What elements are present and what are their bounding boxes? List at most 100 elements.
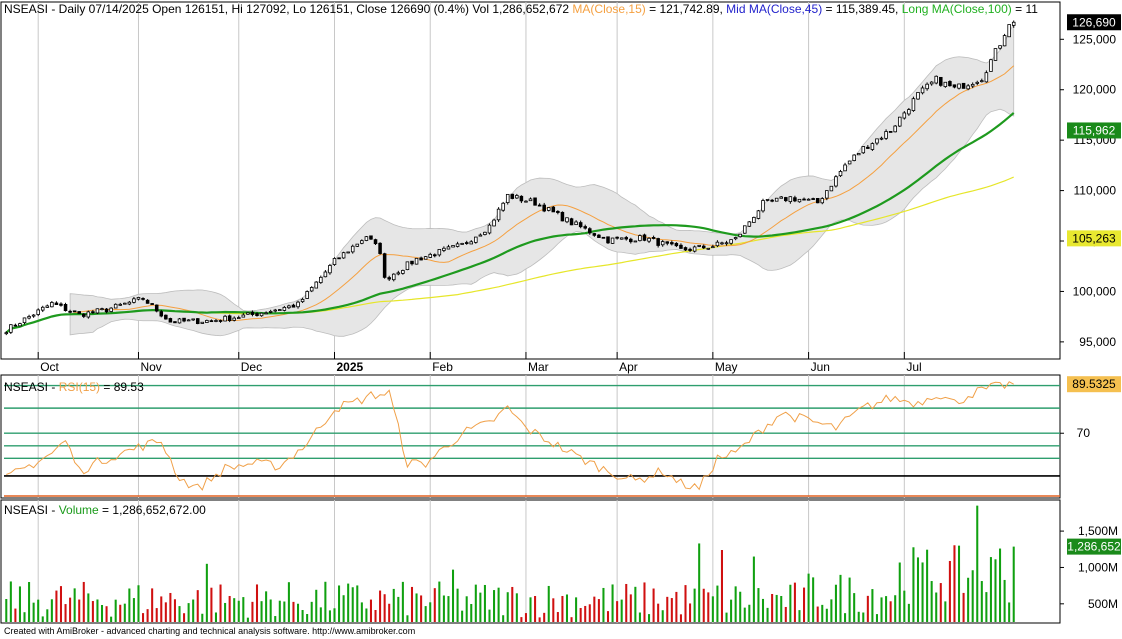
last-close-badge: 126,690 [1072,15,1116,29]
candle [761,198,765,213]
volume-bar [201,613,204,622]
volume-bar [451,569,455,622]
candle [396,270,401,276]
candle [1011,20,1016,28]
candle [720,241,724,245]
volume-bar [985,592,988,622]
volume-bar [739,591,742,622]
price-axis-tick-label: 100,000 [1073,284,1117,298]
volume-bar [894,595,897,622]
candle [478,233,483,237]
candle [209,319,214,323]
candle [364,235,369,242]
volume-bar [538,617,541,622]
candle [168,317,173,323]
candle [797,198,802,203]
volume-bar [575,597,578,622]
candle [660,240,665,247]
volume-bar [711,596,714,622]
candle [583,224,587,230]
candle [779,196,784,199]
volume-bar [903,590,906,622]
candle [86,310,91,319]
candle [847,160,852,165]
candle [929,81,934,86]
candle [656,237,660,248]
candle [391,273,396,282]
month-label: 2025 [336,360,363,374]
candle [505,193,510,205]
volume-bar [771,593,774,622]
volume-bar [91,601,94,622]
rsi-line [6,381,1014,491]
volume-bar [69,597,72,622]
volume-bar [142,613,145,622]
volume-bar [515,593,518,622]
volume-bar [246,617,249,622]
candle [875,138,879,146]
volume-bar [702,588,705,622]
candle [806,198,811,201]
volume-bar [853,593,856,622]
volume-bar [871,589,874,622]
candle [642,233,647,242]
candle [752,216,756,223]
ma45-legend-value: = 115,389.45, [822,2,902,16]
volume-bar [474,584,477,622]
volume-pane: 500M 1,000M 1,500M 1,286,652 NSEASI - Volum… [0,499,1121,624]
volume-bar [110,616,113,622]
volume-bar [889,601,892,622]
price-axis-tick-label: 120,000 [1073,83,1117,97]
candle [802,197,806,201]
candle [323,269,328,278]
volume-bar [1003,579,1006,622]
volume-bar [675,591,678,622]
rsi-header: NSEASI - RSI(15) = 89.53 [4,380,144,394]
candle [729,239,733,245]
candle [834,175,838,188]
volume-bar [725,612,728,622]
volume-bar [324,581,327,622]
rsi-last-badge-bg [1067,376,1121,393]
month-label: Dec [241,360,262,374]
candle [68,309,72,314]
candle [127,300,132,306]
volume-bar [173,599,176,622]
volume-bar [556,612,559,622]
volume-bar [479,592,482,622]
candle [109,307,113,313]
candle [328,263,332,275]
volume-bar [520,617,523,622]
volume-bar [930,581,933,622]
candle [118,302,123,306]
candle [54,301,59,305]
volume-bar [151,588,154,622]
candle [455,241,460,248]
volume-bar [59,586,63,622]
ma45-legend: Mid MA(Close,45) [726,2,822,16]
candle [815,198,820,204]
volume-bar [529,597,532,622]
volume-bar [260,601,263,622]
volume-bar [360,602,363,622]
volume-bar [146,609,149,622]
volume-bar [132,598,135,622]
candle [182,317,186,323]
volume-bar [534,595,537,622]
volume-bar [183,613,186,622]
volume-bar [857,611,860,622]
volume-bar [187,603,190,622]
volume-bar [465,596,468,622]
volume-bar [114,599,117,622]
candle [588,227,592,235]
candle [22,317,27,325]
price-header-symbol: NSEASI [4,2,48,16]
candle [469,240,474,245]
candle [811,197,815,200]
candle [765,199,770,202]
candle [241,313,246,318]
candle [674,242,679,248]
volume-bar [493,590,496,622]
candle [578,220,583,229]
candle [733,236,738,241]
